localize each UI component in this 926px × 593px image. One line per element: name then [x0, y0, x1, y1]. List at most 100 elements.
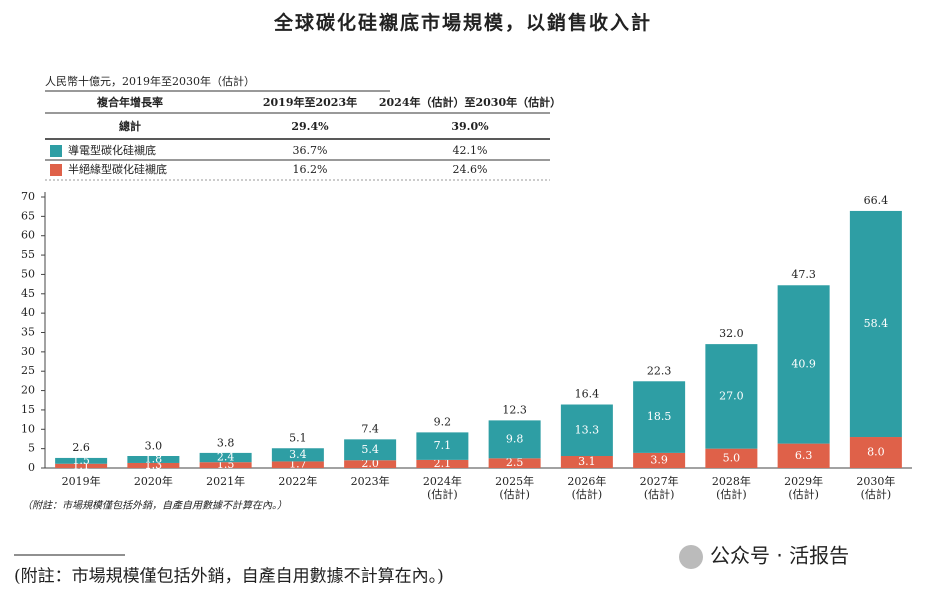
- bar-segment: [633, 452, 686, 468]
- value-label: 13.3: [575, 423, 600, 436]
- total-label: 2.6: [72, 441, 90, 454]
- x-tick-label: (估計): [572, 487, 603, 501]
- bar-segment: [777, 443, 830, 468]
- value-label: 2.1: [434, 457, 452, 470]
- total-label: 16.4: [575, 388, 600, 401]
- legend-swatch: [50, 145, 62, 157]
- unit-note: 人民幣十億元，2019年至2030年（估計）: [45, 74, 255, 88]
- table-header: 複合年增長率: [96, 95, 163, 109]
- x-tick-label: 2026年: [567, 474, 606, 488]
- chart-note: （附註：市場規模僅包括外銷，自產自用數據不計算在內。）: [22, 500, 287, 512]
- value-label: 5.4: [361, 443, 379, 456]
- y-tick-label: 65: [21, 209, 35, 222]
- y-tick-label: 20: [21, 384, 35, 397]
- bar-segment: [849, 437, 902, 468]
- value-label: 6.3: [795, 449, 813, 462]
- table-cell: 16.2%: [293, 163, 328, 176]
- table-cell: 24.6%: [453, 163, 488, 176]
- y-tick-label: 25: [21, 364, 35, 377]
- bar-segment: [55, 463, 108, 468]
- value-label: 1.5: [72, 454, 90, 467]
- y-tick-label: 10: [21, 422, 35, 435]
- bar-segment: [488, 458, 541, 468]
- y-tick-label: 5: [28, 442, 35, 455]
- x-tick-label: (估計): [499, 487, 530, 501]
- watermark-icon: [679, 545, 703, 569]
- table-header: 2019年至2023年: [263, 95, 357, 109]
- value-label: 3.1: [578, 455, 596, 468]
- bar-segment: [488, 420, 541, 459]
- bar-segment: [127, 462, 180, 468]
- x-tick-label: 2030年: [856, 474, 895, 488]
- bar-segment: [777, 285, 830, 444]
- x-tick-label: 2022年: [278, 474, 317, 488]
- x-tick-label: 2024年: [423, 474, 462, 488]
- total-label: 5.1: [289, 431, 307, 444]
- total-label: 32.0: [719, 327, 744, 340]
- bar-segment: [344, 439, 397, 461]
- table-cell: 總計: [119, 119, 141, 133]
- total-label: 3.0: [145, 439, 163, 452]
- table-cell: 29.4%: [291, 120, 329, 133]
- x-tick-label: 2021年: [206, 474, 245, 488]
- chart-title: 全球碳化硅襯底市場規模，以銷售收入計: [273, 11, 652, 34]
- table-cell: 39.0%: [451, 120, 489, 133]
- value-label: 2.4: [217, 451, 235, 464]
- x-tick-label: 2020年: [134, 474, 173, 488]
- y-tick-label: 35: [21, 326, 35, 339]
- x-tick-label: 2025年: [495, 474, 534, 488]
- legend-label: 半絕緣型碳化硅襯底: [68, 162, 167, 176]
- total-label: 12.3: [502, 403, 527, 416]
- value-label: 3.4: [289, 448, 307, 461]
- x-tick-label: 2019年: [62, 474, 101, 488]
- x-tick-label: 2027年: [640, 474, 679, 488]
- value-label: 40.9: [791, 357, 816, 370]
- total-label: 22.3: [647, 365, 672, 378]
- x-tick-label: (估計): [644, 487, 675, 501]
- bar-segment: [633, 381, 686, 453]
- x-tick-label: 2029年: [784, 474, 823, 488]
- bar-segment: [271, 461, 324, 468]
- value-label: 5.0: [723, 451, 741, 464]
- legend-swatch: [50, 164, 62, 176]
- y-tick-label: 50: [21, 267, 35, 280]
- value-label: 18.5: [647, 410, 672, 423]
- y-tick-label: 15: [21, 403, 35, 416]
- x-tick-label: 2023年: [351, 474, 390, 488]
- y-tick-label: 60: [21, 229, 35, 242]
- footnote: (附註：市場規模僅包括外銷，自產自用數據不計算在內。): [14, 567, 444, 587]
- value-label: 3.9: [650, 453, 668, 466]
- bar-segment: [271, 448, 324, 462]
- table-header: 2024年（估計）至2030年（估計）: [379, 95, 561, 109]
- total-label: 3.8: [217, 436, 235, 449]
- x-tick-label: 2028年: [712, 474, 751, 488]
- bar-segment: [199, 462, 252, 468]
- value-label: 2.5: [506, 456, 524, 469]
- legend-label: 導電型碳化硅襯底: [68, 143, 156, 157]
- bar-segment: [560, 455, 613, 468]
- value-label: 1.8: [145, 452, 163, 465]
- value-label: 27.0: [719, 389, 744, 402]
- watermark: 公众号 · 活报告: [710, 544, 849, 568]
- y-tick-label: 45: [21, 287, 35, 300]
- bar-segment: [344, 460, 397, 468]
- total-label: 9.2: [434, 415, 452, 428]
- x-tick-label: (估計): [861, 487, 892, 501]
- bar-segment: [416, 459, 469, 468]
- bar-segment: [416, 432, 469, 460]
- y-tick-label: 40: [21, 306, 35, 319]
- y-tick-label: 30: [21, 345, 35, 358]
- table-cell: 42.1%: [453, 144, 488, 157]
- total-label: 66.4: [864, 194, 889, 207]
- value-label: 7.1: [434, 439, 452, 452]
- value-label: 2.0: [361, 457, 379, 470]
- x-tick-label: (估計): [427, 487, 458, 501]
- value-label: 9.8: [506, 432, 524, 445]
- value-label: 8.0: [867, 446, 885, 459]
- bar-segment: [705, 344, 758, 449]
- y-tick-label: 55: [21, 248, 35, 261]
- total-label: 47.3: [791, 268, 816, 281]
- bar-segment: [560, 404, 613, 456]
- total-label: 7.4: [361, 422, 379, 435]
